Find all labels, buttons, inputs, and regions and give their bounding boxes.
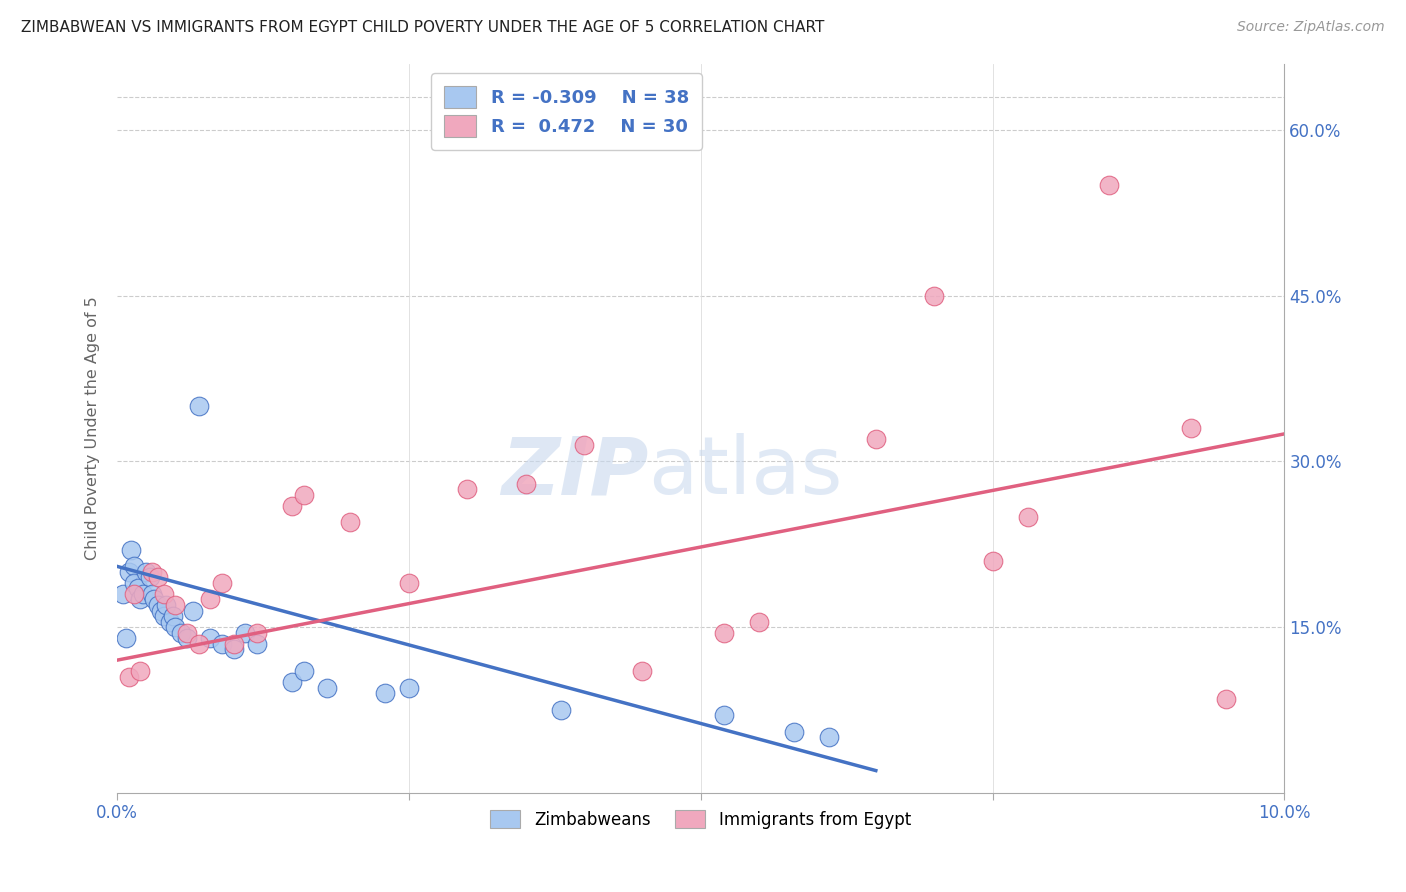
Point (165, 598, 187, 612)
Point (572, 438, 595, 452)
Point (117, 670, 139, 684)
Point (127, 582, 149, 596)
Point (292, 664, 315, 678)
Point (818, 731, 841, 745)
Point (146, 598, 169, 612)
Point (281, 499, 304, 513)
Point (398, 575, 420, 590)
Point (456, 482, 478, 496)
Point (124, 587, 146, 601)
Point (200, 592, 222, 607)
Point (165, 620, 187, 634)
Point (222, 637, 245, 651)
Point (181, 603, 204, 617)
Point (281, 675, 304, 690)
Point (339, 515, 361, 529)
Point (981, 554, 1004, 568)
Point (316, 681, 339, 695)
Point (515, 476, 537, 491)
Point (159, 615, 181, 629)
Point (152, 587, 174, 601)
Point (124, 559, 146, 574)
Text: atlas: atlas (648, 434, 842, 511)
Point (150, 603, 173, 617)
Point (1098, 178, 1121, 193)
Point (176, 625, 198, 640)
Point (176, 631, 198, 645)
Legend: Zimbabweans, Immigrants from Egypt: Zimbabweans, Immigrants from Egypt (484, 804, 918, 835)
Text: ZIMBABWEAN VS IMMIGRANTS FROM EGYPT CHILD POVERTY UNDER THE AGE OF 5 CORRELATION: ZIMBABWEAN VS IMMIGRANTS FROM EGYPT CHIL… (21, 20, 824, 35)
Point (152, 609, 174, 624)
Text: ZIP: ZIP (501, 434, 648, 511)
Point (162, 609, 184, 624)
Point (124, 575, 146, 590)
Point (138, 570, 160, 584)
Point (235, 625, 257, 640)
Point (200, 631, 222, 645)
Point (783, 725, 806, 739)
Point (713, 625, 735, 640)
Point (141, 565, 163, 579)
Point (550, 703, 572, 717)
Point (211, 575, 233, 590)
Point (120, 542, 142, 557)
Point (187, 399, 209, 413)
Point (211, 637, 233, 651)
Point (129, 664, 152, 678)
Point (115, 631, 138, 645)
Point (143, 592, 166, 607)
Point (111, 587, 134, 601)
Point (246, 637, 269, 651)
Point (155, 598, 177, 612)
Point (631, 664, 654, 678)
Point (1180, 421, 1202, 435)
Text: Source: ZipAtlas.com: Source: ZipAtlas.com (1237, 20, 1385, 34)
Point (117, 565, 139, 579)
Point (1215, 691, 1237, 706)
Point (292, 487, 315, 501)
Point (398, 681, 420, 695)
Point (922, 289, 945, 303)
Point (135, 565, 157, 579)
Point (141, 587, 163, 601)
Point (129, 592, 152, 607)
Y-axis label: Child Poverty Under the Age of 5: Child Poverty Under the Age of 5 (86, 296, 100, 560)
Point (146, 570, 169, 584)
Point (713, 708, 735, 723)
Point (865, 433, 887, 447)
Point (1017, 509, 1039, 524)
Point (170, 625, 193, 640)
Point (246, 625, 269, 640)
Point (748, 615, 770, 629)
Point (374, 686, 396, 700)
Point (187, 637, 209, 651)
Point (131, 587, 153, 601)
Point (222, 642, 245, 657)
